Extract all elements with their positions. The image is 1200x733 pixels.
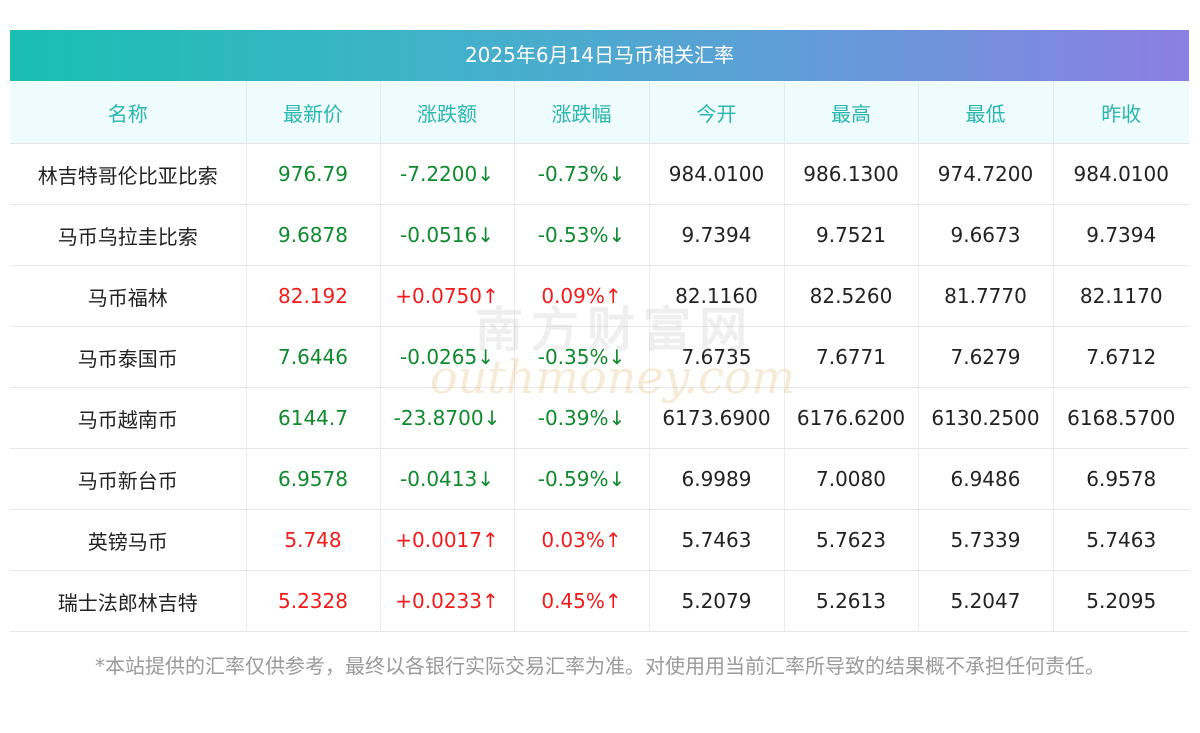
cell-latest: 82.192 [246, 265, 381, 327]
cell-latest: 976.79 [246, 143, 381, 205]
cell-change: -0.0516↓ [380, 204, 515, 266]
cell-open: 6.9989 [649, 448, 785, 510]
cell-name: 英镑马币 [10, 509, 247, 571]
cell-latest: 7.6446 [246, 326, 381, 388]
cell-name: 瑞士法郎林吉特 [10, 570, 247, 632]
cell-name: 马币越南币 [10, 387, 247, 449]
cell-open: 5.7463 [649, 509, 785, 571]
header-change-pct: 涨跌幅 [514, 81, 650, 144]
cell-open: 984.0100 [649, 143, 785, 205]
cell-name: 林吉特哥伦比亚比索 [10, 143, 247, 205]
header-latest: 最新价 [246, 81, 381, 144]
cell-change-pct: -0.35%↓ [514, 326, 650, 388]
table-row: 马币越南币 6144.7 -23.8700↓ -0.39%↓ 6173.6900 6176… [10, 387, 1189, 449]
cell-low: 9.6673 [918, 204, 1054, 266]
cell-latest: 5.748 [246, 509, 381, 571]
cell-prev-close: 6.9578 [1053, 448, 1189, 510]
cell-open: 7.6735 [649, 326, 785, 388]
cell-change-pct: -0.39%↓ [514, 387, 650, 449]
cell-change-pct: -0.73%↓ [514, 143, 650, 205]
cell-low: 974.7200 [918, 143, 1054, 205]
cell-latest: 6144.7 [246, 387, 381, 449]
cell-open: 5.2079 [649, 570, 785, 632]
cell-change-pct: 0.09%↑ [514, 265, 650, 327]
cell-latest: 5.2328 [246, 570, 381, 632]
rate-table-panel: 2025年6月14日马币相关汇率 名称 最新价 涨跌额 涨跌幅 今开 最高 最低… [10, 30, 1189, 632]
cell-prev-close: 5.2095 [1053, 570, 1189, 632]
cell-high: 7.6771 [784, 326, 919, 388]
disclaimer-note: *本站提供的汇率仅供参考，最终以各银行实际交易汇率为准。对使用用当前汇率所导致的… [95, 654, 1105, 678]
cell-low: 6.9486 [918, 448, 1054, 510]
cell-change: -0.0413↓ [380, 448, 515, 510]
cell-high: 5.2613 [784, 570, 919, 632]
cell-name: 马币福林 [10, 265, 247, 327]
header-name: 名称 [10, 81, 247, 144]
rate-table: 名称 最新价 涨跌额 涨跌幅 今开 最高 最低 昨收 林吉特哥伦比亚比索 976.… [10, 81, 1189, 632]
table-row: 瑞士法郎林吉特 5.2328 +0.0233↑ 0.45%↑ 5.2079 5.2613 5… [10, 570, 1189, 632]
header-low: 最低 [918, 81, 1054, 144]
header-change: 涨跌额 [380, 81, 515, 144]
table-row: 马币乌拉圭比索 9.6878 -0.0516↓ -0.53%↓ 9.7394 9.7521… [10, 204, 1189, 266]
cell-low: 81.7770 [918, 265, 1054, 327]
table-row: 马币泰国币 7.6446 -0.0265↓ -0.35%↓ 7.6735 7.6771 7.… [10, 326, 1189, 388]
cell-prev-close: 7.6712 [1053, 326, 1189, 388]
cell-low: 5.2047 [918, 570, 1054, 632]
cell-open: 82.1160 [649, 265, 785, 327]
cell-change: -23.8700↓ [380, 387, 515, 449]
cell-change: +0.0233↑ [380, 570, 515, 632]
cell-open: 6173.6900 [649, 387, 785, 449]
cell-change-pct: 0.03%↑ [514, 509, 650, 571]
cell-prev-close: 5.7463 [1053, 509, 1189, 571]
cell-change: +0.0017↑ [380, 509, 515, 571]
cell-change: -0.0265↓ [380, 326, 515, 388]
table-title: 2025年6月14日马币相关汇率 [10, 30, 1189, 81]
cell-low: 5.7339 [918, 509, 1054, 571]
cell-change: +0.0750↑ [380, 265, 515, 327]
cell-name: 马币乌拉圭比索 [10, 204, 247, 266]
cell-name: 马币新台币 [10, 448, 247, 510]
header-high: 最高 [784, 81, 919, 144]
table-row: 马币福林 82.192 +0.0750↑ 0.09%↑ 82.1160 82.5260 81… [10, 265, 1189, 327]
header-row: 名称 最新价 涨跌额 涨跌幅 今开 最高 最低 昨收 [10, 81, 1189, 144]
table-row: 马币新台币 6.9578 -0.0413↓ -0.59%↓ 6.9989 7.0080 6.… [10, 448, 1189, 510]
table-row: 英镑马币 5.748 +0.0017↑ 0.03%↑ 5.7463 5.7623 5.733… [10, 509, 1189, 571]
cell-prev-close: 9.7394 [1053, 204, 1189, 266]
cell-high: 7.0080 [784, 448, 919, 510]
cell-high: 9.7521 [784, 204, 919, 266]
cell-low: 6130.2500 [918, 387, 1054, 449]
cell-open: 9.7394 [649, 204, 785, 266]
header-prev-close: 昨收 [1053, 81, 1189, 144]
table-row: 林吉特哥伦比亚比索 976.79 -7.2200↓ -0.73%↓ 984.0100 98… [10, 143, 1189, 205]
cell-name: 马币泰国币 [10, 326, 247, 388]
cell-high: 986.1300 [784, 143, 919, 205]
cell-prev-close: 6168.5700 [1053, 387, 1189, 449]
cell-low: 7.6279 [918, 326, 1054, 388]
cell-latest: 6.9578 [246, 448, 381, 510]
cell-high: 82.5260 [784, 265, 919, 327]
cell-high: 5.7623 [784, 509, 919, 571]
cell-change-pct: -0.53%↓ [514, 204, 650, 266]
cell-prev-close: 82.1170 [1053, 265, 1189, 327]
header-open: 今开 [649, 81, 785, 144]
cell-change: -7.2200↓ [380, 143, 515, 205]
cell-latest: 9.6878 [246, 204, 381, 266]
cell-high: 6176.6200 [784, 387, 919, 449]
cell-change-pct: 0.45%↑ [514, 570, 650, 632]
cell-prev-close: 984.0100 [1053, 143, 1189, 205]
cell-change-pct: -0.59%↓ [514, 448, 650, 510]
